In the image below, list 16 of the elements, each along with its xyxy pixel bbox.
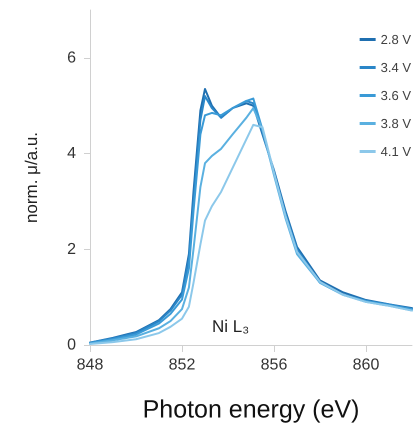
- x-tick-label: 856: [260, 356, 288, 374]
- legend-label: 4.1 V: [380, 144, 412, 159]
- y-tick-label: 6: [67, 49, 76, 66]
- y-axis-title: norm. μ/a.u.: [22, 132, 41, 224]
- y-tick-label: 0: [67, 336, 76, 354]
- x-tick-label: 848: [76, 356, 104, 374]
- x-tick-label: 860: [352, 356, 380, 374]
- x-axis-title: Photon energy (eV): [142, 396, 360, 424]
- y-tick-label: 4: [67, 145, 76, 162]
- y-tick-label: 2: [67, 240, 76, 258]
- legend-label: 3.6 V: [380, 88, 412, 103]
- legend-label: 2.8 V: [380, 32, 412, 47]
- x-tick-label: 852: [168, 356, 196, 374]
- legend-label: 3.8 V: [380, 116, 412, 131]
- legend-label: 3.4 V: [380, 60, 412, 75]
- annotation: Ni L₃: [212, 317, 250, 336]
